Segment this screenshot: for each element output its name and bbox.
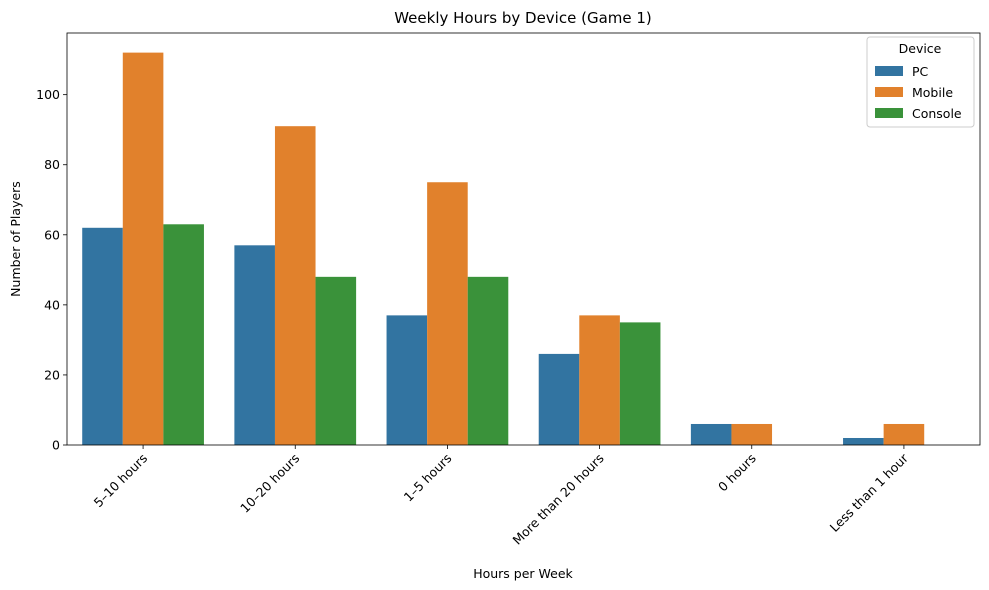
legend-label-mobile: Mobile [912,85,953,100]
y-axis-title: Number of Players [8,181,23,297]
legend-swatch-mobile [875,87,903,97]
legend-swatch-pc [875,66,903,76]
y-tick-label: 20 [44,367,60,382]
y-tick-label: 0 [52,438,60,453]
bar-pc-1-5-hours [386,315,428,445]
y-axis-ticks: 0 20 40 60 80 100 [36,87,67,453]
bar-console-10-20-hours [315,276,357,445]
bars-group [82,52,925,446]
bar-mobile-10-20-hours [274,126,316,445]
y-tick-label: 40 [44,297,60,312]
bar-mobile-less-than-1-hour [883,423,925,445]
bar-mobile-1-5-hours [427,182,468,446]
legend: Device PC Mobile Console [866,36,975,128]
legend-label-console: Console [912,106,962,121]
bar-mobile-more-than-20-hours [579,315,620,445]
bar-pc-5-10-hours [82,227,123,445]
legend-box [866,36,975,128]
legend-label-pc: PC [912,64,929,79]
y-tick-label: 60 [44,227,60,242]
bar-pc-more-than-20-hours [538,353,580,445]
bar-mobile-5-10-hours [122,52,164,446]
bar-pc-0-hours [690,423,732,445]
bar-console-5-10-hours [163,224,204,445]
bar-console-more-than-20-hours [619,322,661,445]
legend-title: Device [899,41,942,56]
bar-pc-10-20-hours [234,245,275,445]
y-tick-label: 80 [44,157,60,172]
y-tick-label: 100 [36,87,60,102]
chart-title: Weekly Hours by Device (Game 1) [394,9,652,27]
bar-pc-less-than-1-hour [843,437,884,445]
plot-frame [66,32,981,446]
legend-swatch-console [875,108,903,118]
bar-console-1-5-hours [467,276,509,445]
bar-mobile-0-hours [731,423,773,445]
x-axis-title: Hours per Week [473,566,573,581]
